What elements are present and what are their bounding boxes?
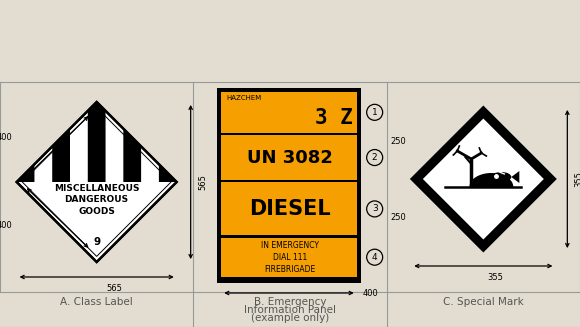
Text: HAZCHEM: HAZCHEM <box>226 95 262 101</box>
Text: IN EMERGENCY
DIAL 111
FIREBRIGADE: IN EMERGENCY DIAL 111 FIREBRIGADE <box>261 241 319 273</box>
Bar <box>218 88 361 283</box>
Text: UN 3082: UN 3082 <box>247 148 333 166</box>
Polygon shape <box>469 173 513 187</box>
Text: 250: 250 <box>390 136 407 146</box>
Bar <box>222 92 357 133</box>
Polygon shape <box>88 102 106 182</box>
Text: 400: 400 <box>362 288 378 298</box>
Polygon shape <box>124 129 141 182</box>
Text: B. Emergency: B. Emergency <box>254 297 326 307</box>
Text: 355: 355 <box>574 171 580 187</box>
Text: 4: 4 <box>372 253 378 262</box>
Text: 565: 565 <box>107 284 122 293</box>
Bar <box>222 238 357 277</box>
Ellipse shape <box>491 172 512 182</box>
Polygon shape <box>17 102 177 262</box>
Text: 2: 2 <box>372 153 378 162</box>
Text: 400: 400 <box>0 133 13 143</box>
Text: (example only): (example only) <box>251 313 329 323</box>
Polygon shape <box>17 164 34 182</box>
Text: A. Class Label: A. Class Label <box>60 297 133 307</box>
Bar <box>222 135 357 180</box>
Text: 250: 250 <box>390 213 407 221</box>
Text: 565: 565 <box>199 174 208 190</box>
Bar <box>222 182 357 235</box>
Text: 1: 1 <box>372 108 378 117</box>
Text: 355: 355 <box>487 273 503 282</box>
Polygon shape <box>411 107 555 251</box>
Text: 400: 400 <box>0 221 13 231</box>
Text: C. Special Mark: C. Special Mark <box>443 297 524 307</box>
Polygon shape <box>159 164 177 182</box>
Polygon shape <box>423 118 544 239</box>
Text: Information Panel: Information Panel <box>244 305 336 315</box>
Polygon shape <box>52 129 70 182</box>
Text: 3 Z: 3 Z <box>315 109 353 129</box>
Text: 3: 3 <box>372 204 378 214</box>
Text: 9: 9 <box>93 237 100 247</box>
Text: MISCELLANEOUS
DANGEROUS
GOODS: MISCELLANEOUS DANGEROUS GOODS <box>54 184 139 216</box>
Text: DIESEL: DIESEL <box>249 199 331 219</box>
Polygon shape <box>512 171 519 183</box>
